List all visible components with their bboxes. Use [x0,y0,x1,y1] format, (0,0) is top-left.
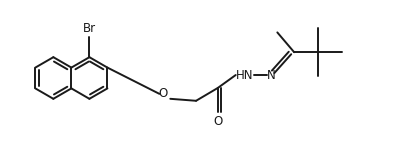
Text: Br: Br [83,22,96,35]
Text: HN: HN [235,69,253,82]
Text: O: O [158,87,168,100]
Text: N: N [266,69,275,82]
Text: O: O [213,115,222,128]
